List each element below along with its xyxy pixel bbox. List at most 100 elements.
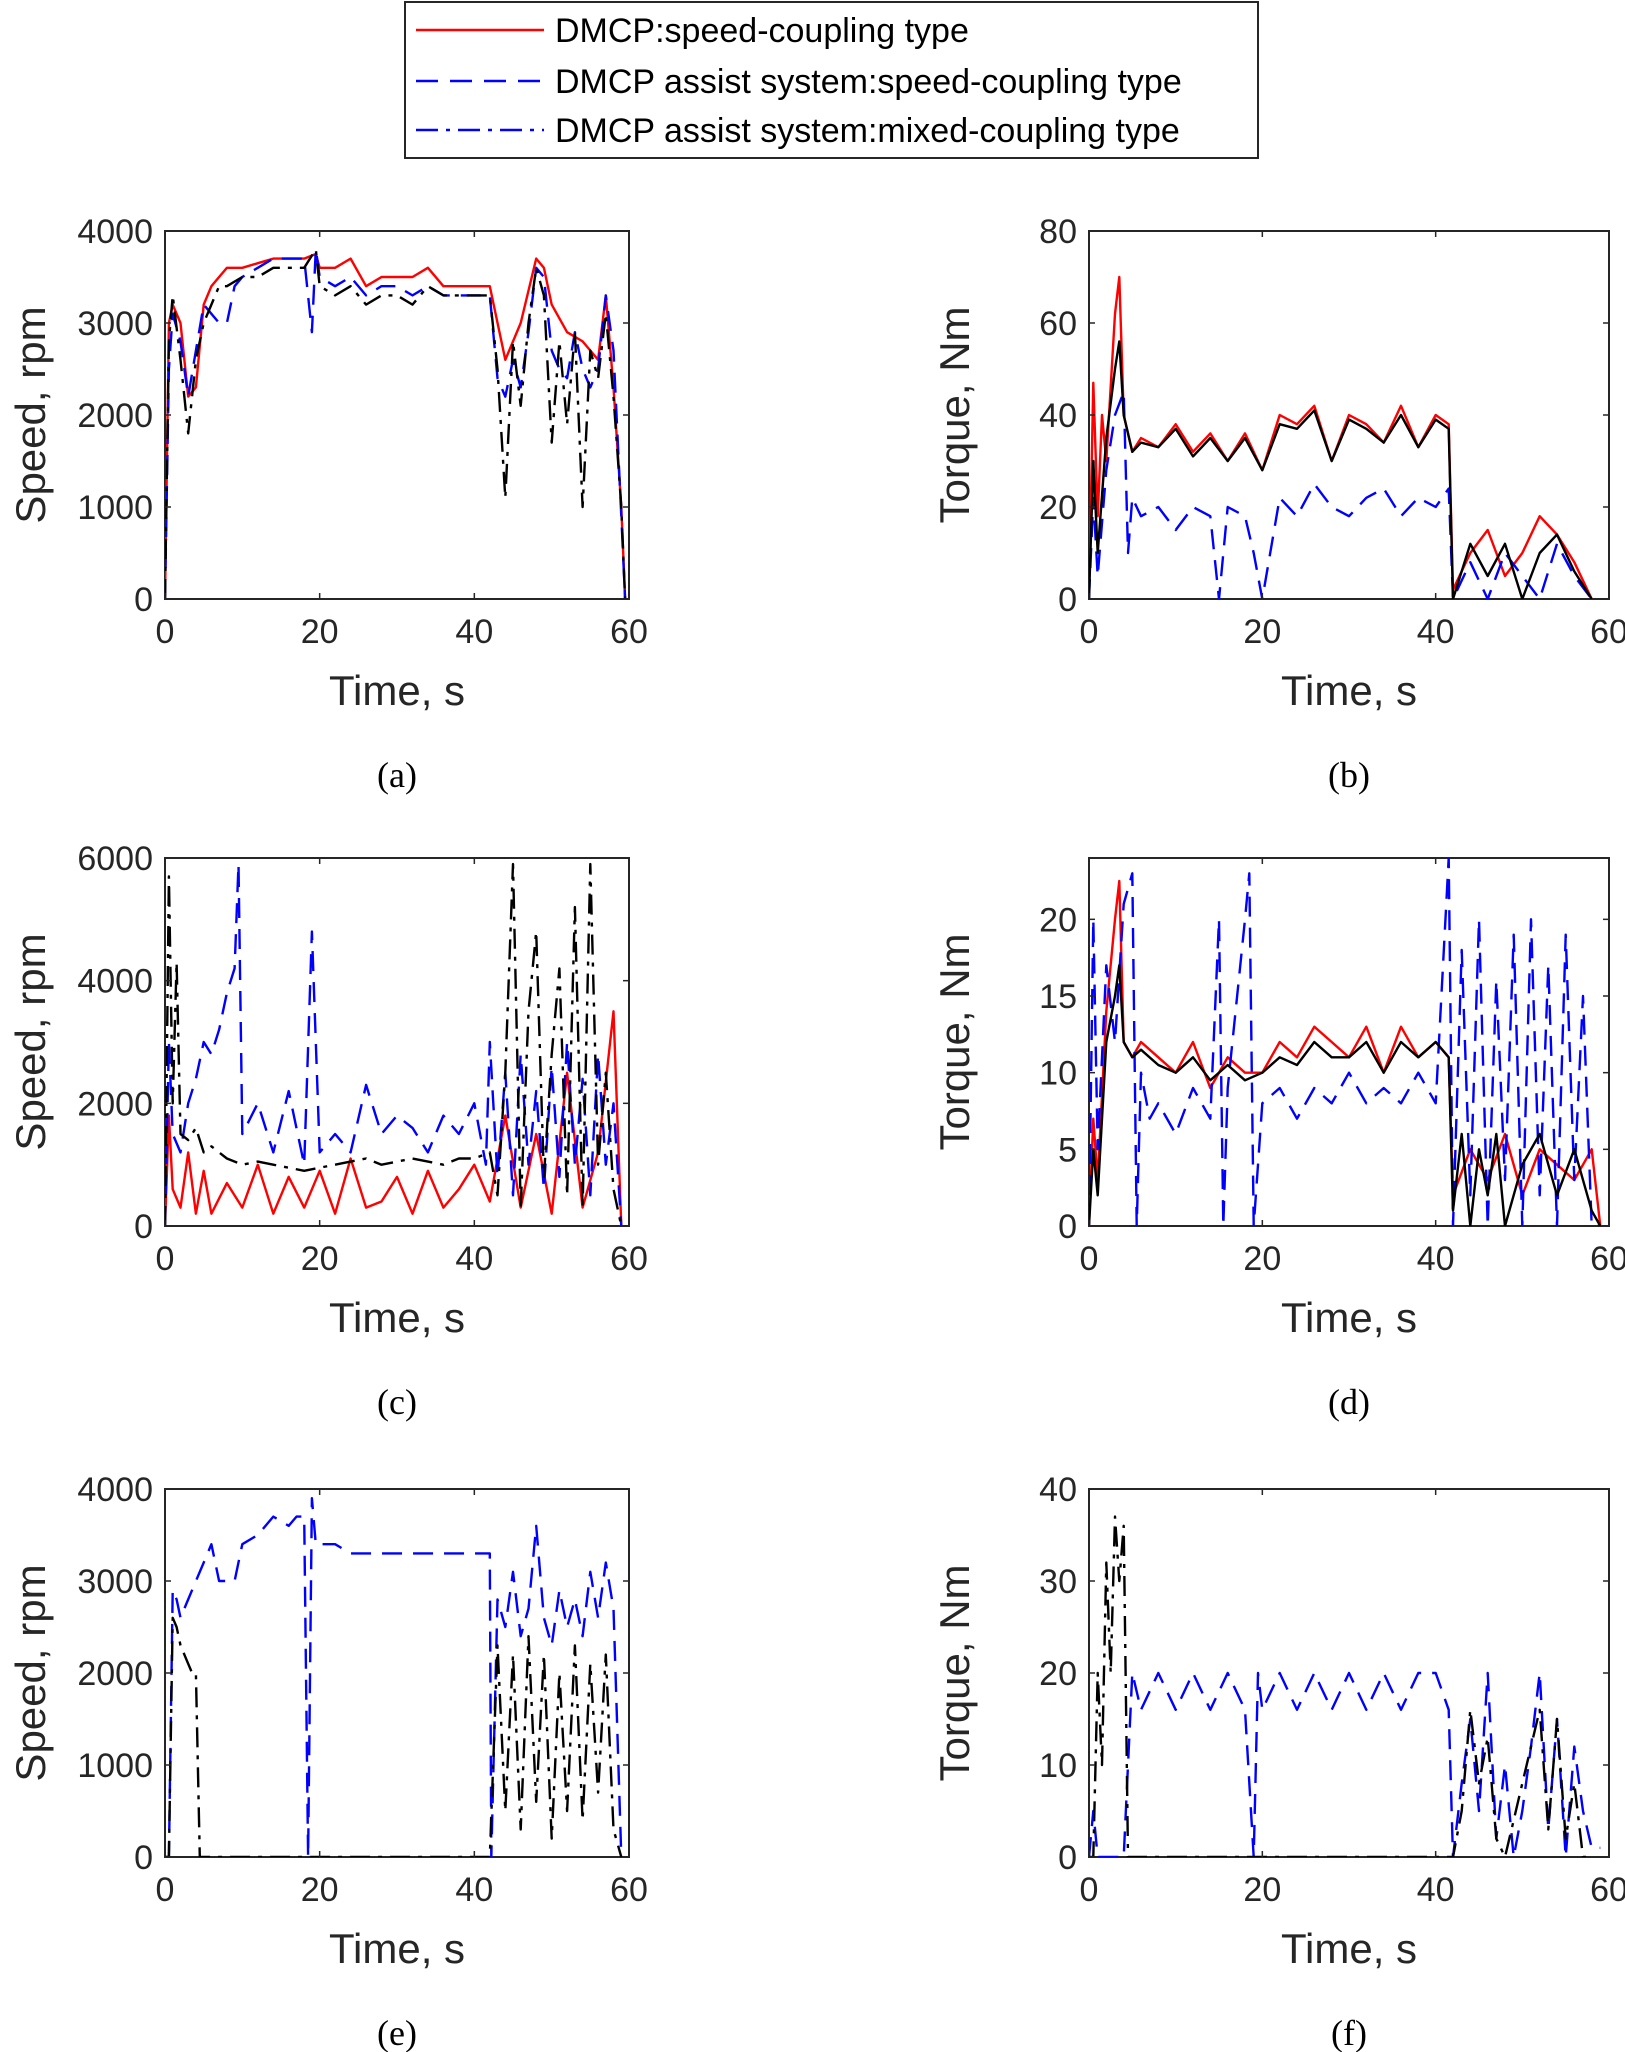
panel-e: 0 20 40 60 0 1000 2000 3000 4000 Time, s Speed, rp… — [7, 1471, 648, 2052]
x-tick-label-f-3: 60 — [1590, 1871, 1625, 1909]
y-tick-label-c-1: 2000 — [77, 1085, 153, 1123]
y-axis-label-d: Torque, Nm — [931, 933, 978, 1150]
legend: DMCP:speed-coupling type DMCP assist sys… — [404, 1, 1259, 159]
series-group-b — [1089, 275, 1593, 599]
y-axis-label-e: Speed, rpm — [7, 1564, 54, 1781]
x-tick-label-e-1: 20 — [301, 1871, 339, 1909]
caption-b: (b) — [1328, 755, 1370, 795]
series-group-c — [165, 862, 623, 1226]
y-tick-label-f-4: 40 — [1039, 1471, 1077, 1509]
x-tick-label-d-0: 0 — [1080, 1240, 1099, 1278]
y-tick-label-e-1: 1000 — [77, 1747, 153, 1785]
y-tick-label-d-1: 5 — [1058, 1131, 1077, 1169]
panel-b: 0 20 40 60 0 20 40 60 80 Time, s Torque, Nm (b) — [931, 213, 1625, 795]
x-axis-label-f: Time, s — [1281, 1925, 1417, 1972]
x-tick-label-e-2: 40 — [455, 1871, 493, 1909]
series-line-e-1 — [165, 1616, 623, 1857]
x-tick-label-a-1: 20 — [301, 613, 339, 651]
series-line-a-0 — [165, 252, 627, 599]
x-axis-label-e: Time, s — [329, 1925, 465, 1972]
x-axis-label-d: Time, s — [1281, 1294, 1417, 1341]
x-tick-label-a-2: 40 — [455, 613, 493, 651]
series-group-d — [1089, 858, 1602, 1226]
y-tick-label-b-0: 0 — [1058, 581, 1077, 619]
legend-label-2: DMCP assist system:mixed-coupling type — [555, 112, 1180, 150]
caption-a: (a) — [377, 755, 417, 795]
x-tick-label-b-2: 40 — [1417, 613, 1455, 651]
x-tick-label-a-0: 0 — [156, 613, 175, 651]
y-tick-label-a-4: 4000 — [77, 213, 153, 251]
plot-area-a — [164, 230, 630, 600]
y-tick-label-e-3: 3000 — [77, 1563, 153, 1601]
y-tick-label-a-0: 0 — [134, 581, 153, 619]
x-tick-label-d-3: 60 — [1590, 1240, 1625, 1278]
y-tick-label-f-0: 0 — [1058, 1839, 1077, 1877]
series-line-f-0 — [1089, 1671, 1601, 1857]
x-tick-label-b-0: 0 — [1080, 613, 1099, 651]
y-tick-label-b-3: 60 — [1039, 305, 1077, 343]
series-line-c-1 — [165, 862, 623, 1226]
x-tick-label-d-2: 40 — [1417, 1240, 1455, 1278]
x-tick-label-c-3: 60 — [610, 1240, 648, 1278]
y-tick-label-e-4: 4000 — [77, 1471, 153, 1509]
series-line-f-1 — [1089, 1515, 1592, 1857]
series-group-a — [165, 248, 627, 599]
series-group-f — [1089, 1515, 1601, 1857]
x-tick-label-c-1: 20 — [301, 1240, 339, 1278]
series-line-b-2 — [1089, 340, 1593, 599]
y-tick-label-a-3: 3000 — [77, 305, 153, 343]
x-tick-label-d-1: 20 — [1243, 1240, 1281, 1278]
plot-area-e — [164, 1488, 630, 1858]
caption-e: (e) — [377, 2013, 417, 2052]
caption-d: (d) — [1328, 1382, 1370, 1422]
x-axis-label-a: Time, s — [329, 667, 465, 714]
x-tick-label-f-2: 40 — [1417, 1871, 1455, 1909]
caption-f: (f) — [1331, 2013, 1367, 2052]
series-group-e — [165, 1497, 623, 1857]
x-axis-label-c: Time, s — [329, 1294, 465, 1341]
y-tick-label-a-1: 1000 — [77, 489, 153, 527]
x-tick-label-e-0: 0 — [156, 1871, 175, 1909]
y-tick-label-b-2: 40 — [1039, 397, 1077, 435]
x-tick-label-f-0: 0 — [1080, 1871, 1099, 1909]
legend-label-0: DMCP:speed-coupling type — [555, 12, 969, 50]
y-axis-label-c: Speed, rpm — [7, 933, 54, 1150]
x-tick-label-f-1: 20 — [1243, 1871, 1281, 1909]
y-tick-label-c-0: 0 — [134, 1208, 153, 1246]
legend-label-1: DMCP assist system:speed-coupling type — [555, 63, 1182, 101]
series-line-d-2 — [1089, 964, 1602, 1226]
y-axis-label-a: Speed, rpm — [7, 306, 54, 523]
x-tick-label-e-3: 60 — [610, 1871, 648, 1909]
series-line-c-2 — [165, 862, 623, 1226]
y-tick-label-f-3: 30 — [1039, 1563, 1077, 1601]
x-axis-label-b: Time, s — [1281, 667, 1417, 714]
x-tick-label-b-1: 20 — [1243, 613, 1281, 651]
x-tick-label-c-2: 40 — [455, 1240, 493, 1278]
y-tick-label-f-2: 20 — [1039, 1655, 1077, 1693]
y-tick-label-d-3: 15 — [1039, 978, 1077, 1016]
y-tick-label-f-1: 10 — [1039, 1747, 1077, 1785]
y-tick-label-d-2: 10 — [1039, 1055, 1077, 1093]
series-line-b-0 — [1089, 275, 1593, 599]
x-tick-label-b-3: 60 — [1590, 613, 1625, 651]
y-tick-label-c-2: 4000 — [77, 963, 153, 1001]
y-tick-label-e-2: 2000 — [77, 1655, 153, 1693]
panel-a: 0 20 40 60 0 1000 2000 3000 4000 Time, s Speed, rp… — [7, 213, 648, 795]
series-line-e-0 — [165, 1497, 623, 1857]
y-tick-label-d-4: 20 — [1039, 901, 1077, 939]
y-axis-label-b: Torque, Nm — [931, 306, 978, 523]
y-tick-label-b-1: 20 — [1039, 489, 1077, 527]
caption-c: (c) — [377, 1382, 417, 1422]
panel-c: 0 20 40 60 0 2000 4000 6000 Time, s Speed, rpm (c) — [7, 840, 648, 1422]
y-axis-label-f: Torque, Nm — [931, 1564, 978, 1781]
y-tick-label-a-2: 2000 — [77, 397, 153, 435]
y-tick-label-c-3: 6000 — [77, 840, 153, 878]
y-tick-label-b-4: 80 — [1039, 213, 1077, 251]
x-tick-label-a-3: 60 — [610, 613, 648, 651]
legend-box — [404, 1, 1259, 159]
x-tick-label-c-0: 0 — [156, 1240, 175, 1278]
